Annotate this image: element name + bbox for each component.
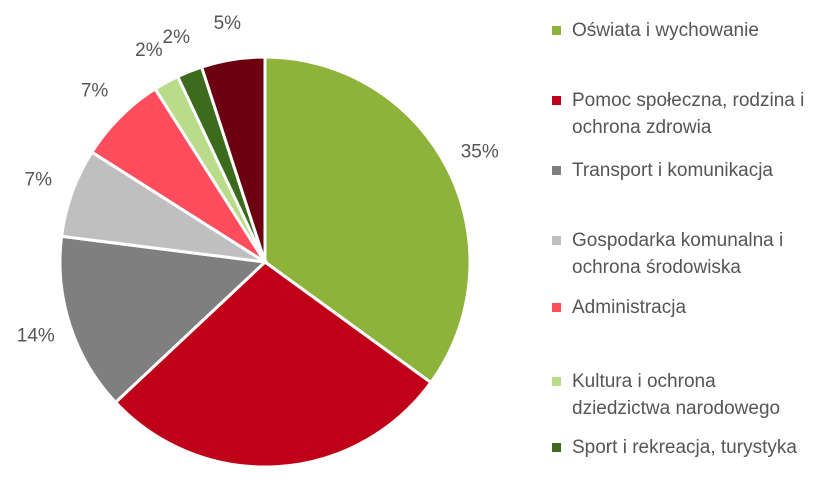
data-label: 35% [461, 142, 499, 163]
legend-swatch [552, 303, 561, 312]
data-label: 7% [25, 169, 53, 190]
data-label: 5% [214, 13, 242, 34]
data-label: 7% [81, 81, 109, 102]
legend-swatch [552, 166, 561, 175]
legend-swatch [552, 377, 561, 386]
legend-label: Kultura i ochrona dziedzictwa narodowego [572, 371, 781, 419]
legend-label: Transport i komunikacja [572, 160, 773, 181]
legend-label: Sport i rekreacja, turystyka [572, 437, 797, 458]
legend-label: Oświata i wychowanie [572, 20, 759, 41]
data-label: 2% [135, 40, 163, 61]
pie-slice [113, 260, 433, 469]
legend-label: Gospodarka komunalna i ochrona środowisk… [572, 230, 784, 278]
legend-label: Administracja [572, 297, 687, 318]
pie-slice [263, 55, 472, 385]
legend-swatch [552, 96, 561, 105]
pie-slice [199, 55, 267, 263]
pie-slice [58, 234, 269, 405]
data-label: 14% [17, 325, 55, 346]
legend-swatch [552, 236, 561, 245]
legend-label: Pomoc społeczna, rodzina i ochrona zdrow… [572, 90, 805, 138]
legend-swatch [552, 443, 561, 452]
legend-swatch [552, 26, 561, 35]
data-label: 28% [261, 492, 299, 493]
data-label: 2% [163, 27, 191, 48]
